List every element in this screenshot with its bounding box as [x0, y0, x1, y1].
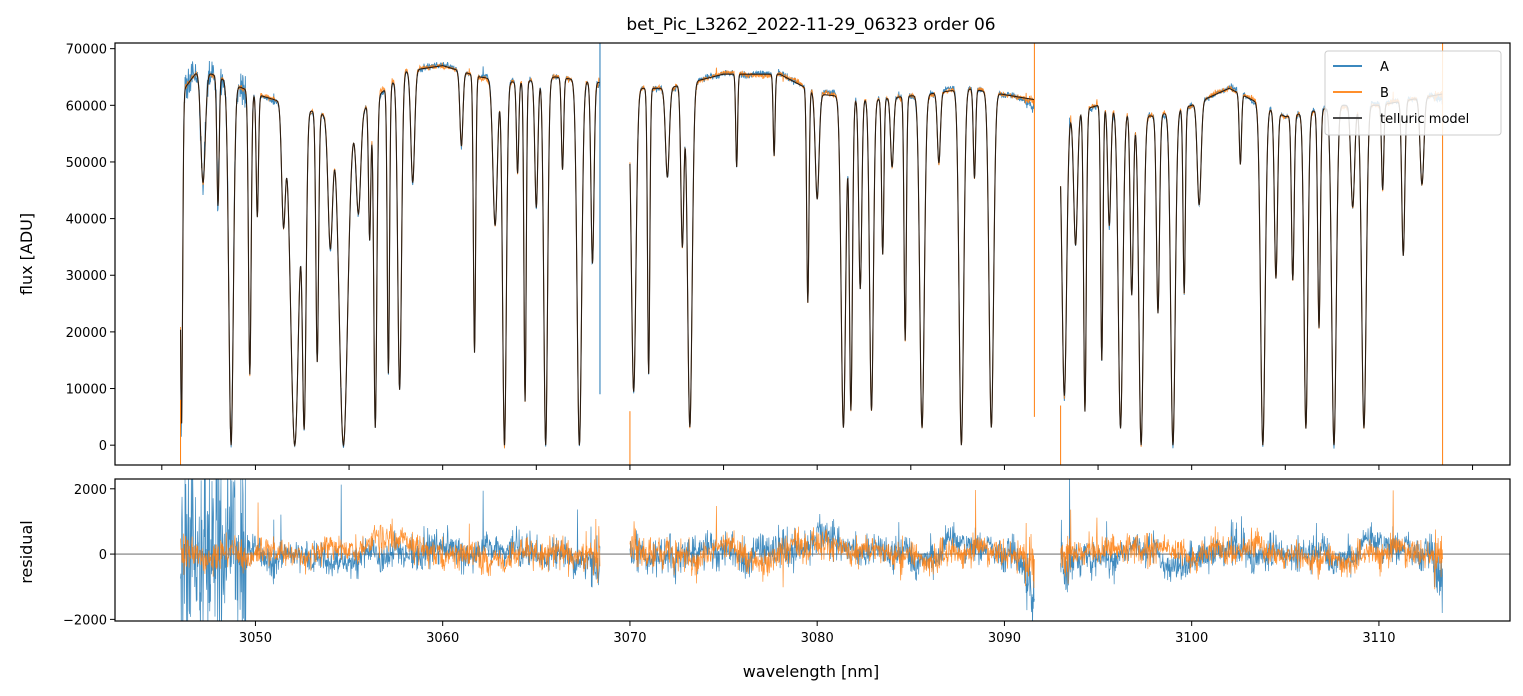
legend-box	[1324, 50, 1502, 136]
flux-axes-frame	[114, 42, 1511, 466]
series-a-residual-line	[180, 479, 601, 621]
x-tick-label: 3100	[1175, 631, 1208, 646]
residual-axes-frame	[114, 478, 1511, 622]
residual-plot-area	[115, 479, 1510, 621]
x-tick-label: 3080	[801, 631, 834, 646]
telluric-model-line	[179, 65, 601, 448]
residual-y-tick-label: 2000	[74, 483, 107, 498]
series-a-residual-line	[629, 513, 1035, 621]
x-tick-label: 3050	[239, 631, 272, 646]
x-tick-label: 3060	[426, 631, 459, 646]
series-b-residual-line	[1060, 490, 1443, 590]
legend-label-a: A	[1380, 60, 1389, 75]
x-tick-label: 3090	[988, 631, 1021, 646]
legend-label-model: telluric model	[1380, 112, 1469, 127]
flux-y-tick-label: 0	[99, 439, 107, 454]
telluric-model-line	[629, 73, 1035, 446]
telluric-model-line	[1060, 87, 1443, 446]
flux-y-tick-label: 50000	[66, 156, 107, 171]
residual-y-tick-label: 0	[99, 548, 107, 563]
series-b-residual-line	[629, 489, 1035, 588]
flux-y-tick-label: 20000	[66, 326, 107, 341]
chart-title: bet_Pic_L3262_2022-11-29_06323 order 06	[626, 15, 995, 35]
x-tick-label: 3070	[613, 631, 646, 646]
residual-y-tick-label: −2000	[63, 613, 107, 628]
flux-y-ticks: 0 10000 20000 30000 40000 50000 60000 70000	[66, 43, 115, 454]
flux-plot-area	[179, 43, 1444, 465]
legend-label-b: B	[1380, 86, 1389, 101]
flux-panel: 0 10000 20000 30000 40000 50000 60000 70000 flu…	[17, 42, 1511, 470]
residual-y-axis-label: residual	[17, 520, 36, 583]
flux-x-ticks	[161, 465, 1474, 470]
series-b-residual-line	[180, 502, 601, 584]
x-axis-label: wavelength [nm]	[743, 662, 880, 681]
residual-x-ticks: 3050 3060 3070 3080 3090 3100 3110	[239, 621, 1395, 646]
flux-y-tick-label: 30000	[66, 269, 107, 284]
flux-y-tick-label: 60000	[66, 99, 107, 114]
flux-y-tick-label: 70000	[66, 43, 107, 58]
flux-y-tick-label: 10000	[66, 383, 107, 398]
flux-y-axis-label: flux [ADU]	[17, 213, 36, 295]
residual-y-ticks: −2000 0 2000	[63, 483, 115, 628]
legend: A B telluric model	[1324, 50, 1502, 136]
flux-y-tick-label: 40000	[66, 213, 107, 228]
x-tick-label: 3110	[1362, 631, 1395, 646]
